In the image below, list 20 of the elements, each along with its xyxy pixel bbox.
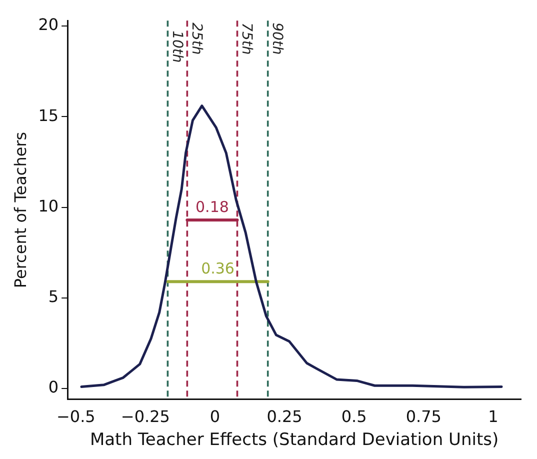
x-tick-label: −0.25 bbox=[120, 407, 170, 426]
annotation: 0.36 bbox=[201, 259, 234, 278]
ref-line-label: 75th bbox=[238, 22, 255, 55]
y-tick-label: 0 bbox=[48, 378, 59, 397]
ref-line-label: 90th bbox=[269, 22, 286, 55]
x-tick-label: 0 bbox=[210, 407, 220, 426]
y-tick-label: 10 bbox=[38, 196, 59, 216]
x-tick-label: 1 bbox=[488, 407, 498, 426]
x-tick-label: 0.75 bbox=[406, 407, 442, 426]
annotation: 0.18 bbox=[196, 198, 229, 216]
y-tick-label: 15 bbox=[38, 106, 59, 125]
y-tick-label: 20 bbox=[38, 15, 59, 34]
x-axis-title: Math Teacher Effects (Standard Deviation Units) bbox=[90, 430, 499, 450]
x-tick-label: −0.5 bbox=[56, 407, 96, 426]
ref-line-label: 10th bbox=[169, 30, 186, 63]
x-tick-label: 0.5 bbox=[341, 407, 367, 426]
x-tick-label: 0.25 bbox=[266, 407, 302, 426]
ref-line-label: 25th bbox=[188, 22, 205, 55]
y-tick-label: 5 bbox=[48, 287, 59, 306]
y-axis-title: Percent of Teachers bbox=[10, 132, 30, 288]
